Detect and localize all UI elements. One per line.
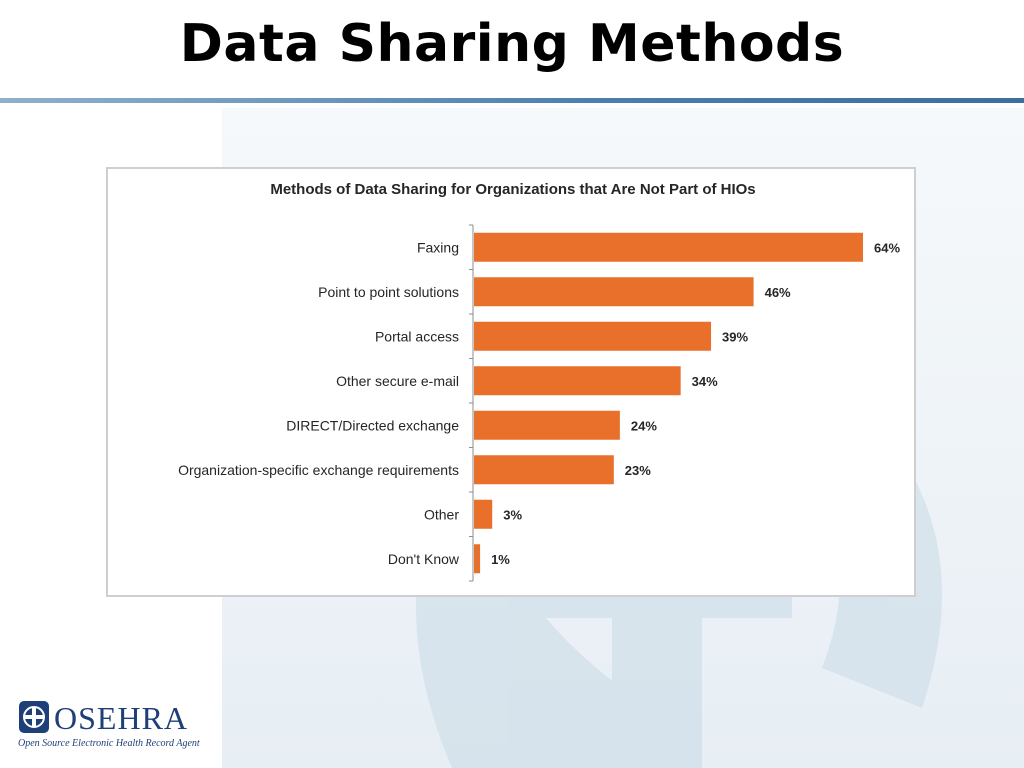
bar: [474, 277, 754, 307]
bar: [474, 544, 481, 574]
category-label: Faxing: [417, 239, 459, 255]
bar-chart: Faxing 64% Point to point solutions 46% Port…: [178, 224, 900, 582]
logo-tagline: Open Source Electronic Health Record Age…: [18, 738, 200, 749]
category-label: Organization-specific exchange requireme…: [178, 462, 459, 478]
osehra-logo-icon: [19, 701, 49, 733]
chart-frame: Methods of Data Sharing for Organization…: [106, 167, 916, 597]
bar: [474, 499, 493, 529]
slide-title: Data Sharing Methods: [179, 14, 845, 74]
chart-title: Methods of Data Sharing for Organization…: [270, 181, 756, 198]
data-label: 24%: [631, 418, 657, 433]
data-label: 23%: [625, 463, 651, 478]
category-label: Other: [424, 506, 459, 522]
data-label: 34%: [692, 374, 718, 389]
category-label: Portal access: [375, 328, 459, 344]
data-label: 3%: [503, 507, 522, 522]
bar: [474, 232, 863, 262]
data-label: 64%: [874, 240, 900, 255]
category-label: DIRECT/Directed exchange: [286, 417, 459, 433]
bar: [474, 410, 620, 440]
bar: [474, 455, 614, 485]
bar: [474, 321, 712, 351]
data-label: 46%: [765, 285, 791, 300]
title-divider: [0, 98, 1024, 103]
category-label: Other secure e-mail: [336, 373, 459, 389]
data-label: 1%: [491, 552, 510, 567]
logo-name: OSEHRA: [54, 700, 189, 736]
data-label: 39%: [722, 329, 748, 344]
category-label: Don't Know: [388, 551, 460, 567]
bar: [474, 366, 681, 396]
category-label: Point to point solutions: [318, 284, 459, 300]
